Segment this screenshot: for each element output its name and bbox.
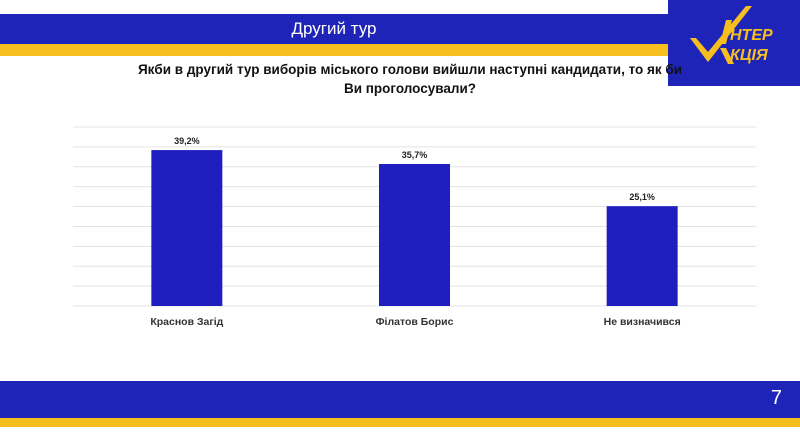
question-line-2: Ви проголосували? — [343, 81, 477, 96]
header-band: Другий тур — [0, 14, 668, 44]
data-label: 25,1% — [629, 192, 655, 202]
data-label: 39,2% — [174, 136, 200, 146]
category-label: Краснов Загід — [150, 316, 223, 328]
logo-mark-icon: НТЕР КЦІЯ — [668, 0, 800, 86]
bar — [606, 206, 678, 306]
bar — [379, 163, 450, 306]
logo-text-bottom: КЦІЯ — [730, 47, 768, 64]
brand-logo: НТЕР КЦІЯ — [668, 0, 800, 86]
page-number: 7 — [770, 387, 782, 409]
category-label: Філатов Борис — [376, 316, 454, 328]
footer-band — [0, 381, 800, 418]
category-label: Не визначився — [604, 316, 681, 328]
logo-text-top: НТЕР — [730, 27, 773, 44]
footer-stripe — [0, 418, 800, 427]
survey-question: Якби в другий тур виборів міського голов… — [60, 60, 760, 98]
bar — [151, 150, 223, 306]
data-label: 35,7% — [402, 150, 428, 160]
header-stripe — [0, 44, 668, 56]
question-line-1: Якби в другий тур виборів міського голов… — [137, 62, 683, 77]
slide-title: Другий тур — [291, 19, 377, 38]
